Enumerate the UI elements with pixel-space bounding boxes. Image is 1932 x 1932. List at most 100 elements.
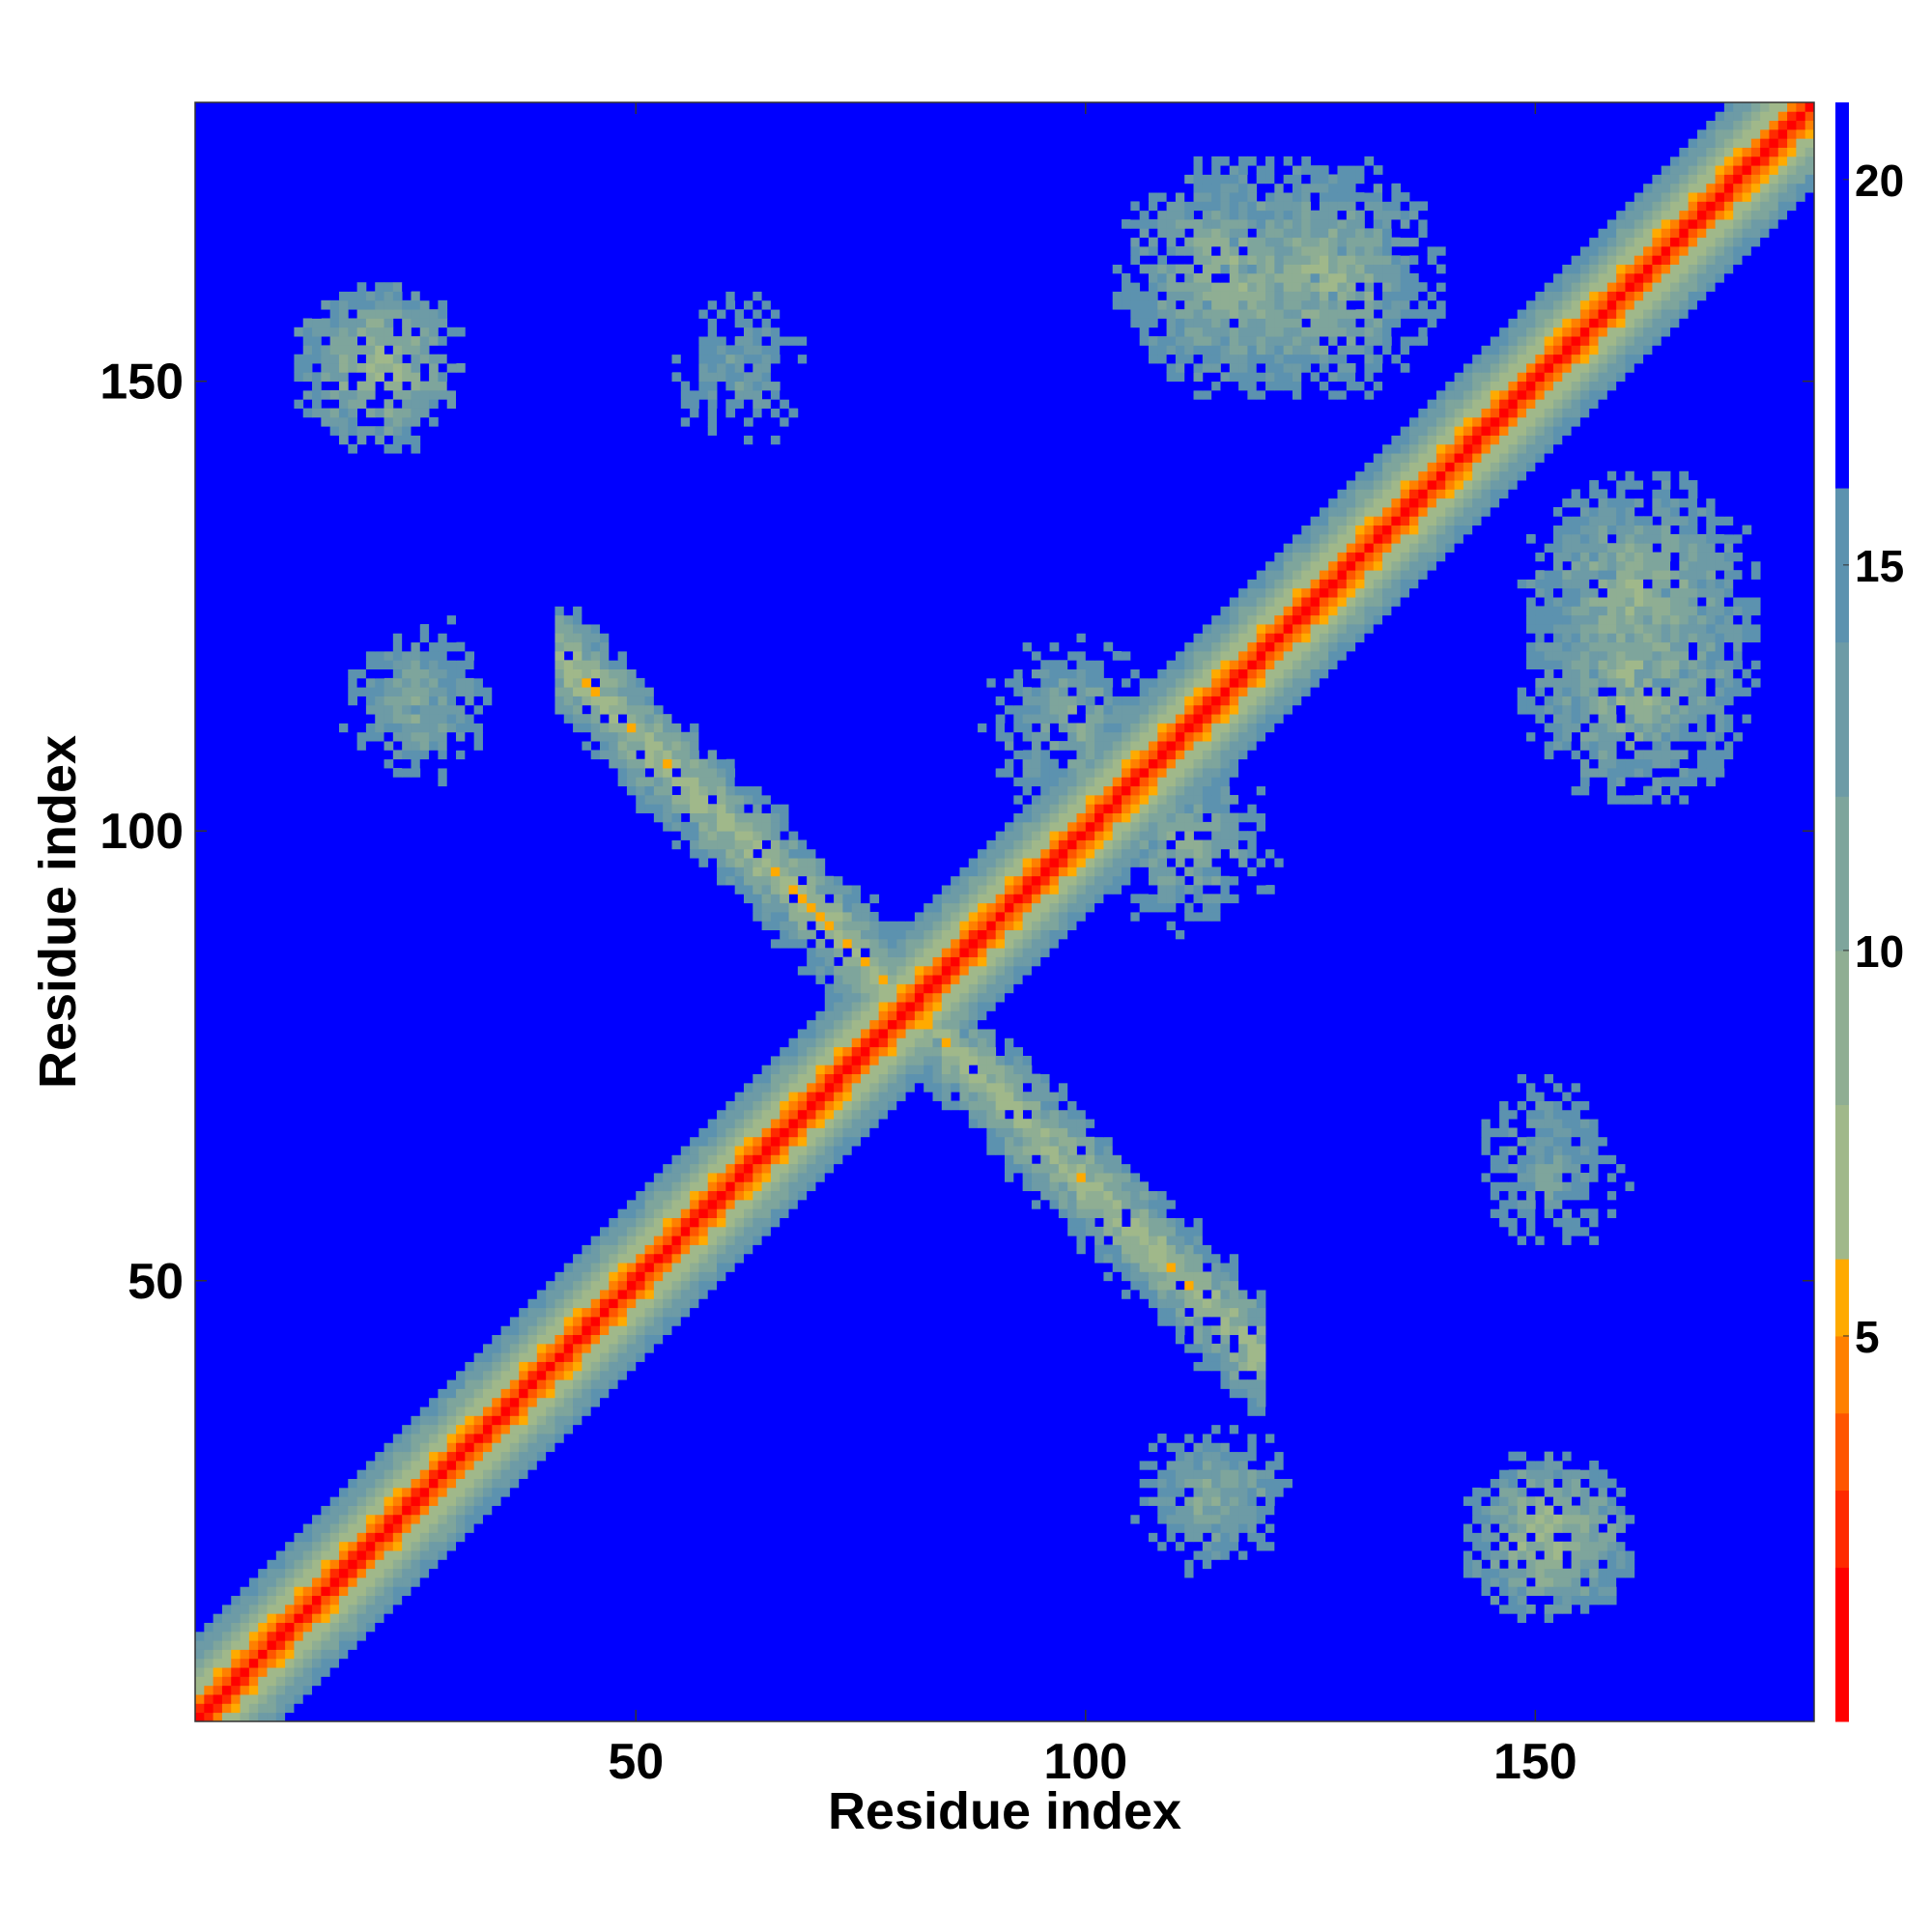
heatmap-cell xyxy=(1058,1217,1068,1228)
heatmap-cell xyxy=(1679,794,1690,805)
heatmap-cell xyxy=(384,1595,394,1605)
heatmap-cell xyxy=(1310,1469,1321,1479)
heatmap-cell xyxy=(1247,1442,1258,1453)
heatmap-cell xyxy=(932,956,943,967)
heatmap-cell xyxy=(302,1694,313,1704)
heatmap-cell xyxy=(609,1253,619,1264)
heatmap-cell xyxy=(1445,1190,1455,1201)
heatmap-cell xyxy=(1220,804,1231,813)
heatmap-cell xyxy=(1616,1496,1626,1506)
heatmap-cell xyxy=(1571,1568,1581,1578)
heatmap-cell xyxy=(1031,938,1041,949)
heatmap-cell xyxy=(978,1055,987,1065)
heatmap-cell xyxy=(1634,1208,1644,1218)
heatmap-cell xyxy=(1148,1271,1158,1282)
heatmap-cell xyxy=(707,867,718,877)
heatmap-cell xyxy=(465,1442,475,1453)
heatmap-cell xyxy=(1499,1478,1509,1489)
heatmap-cell xyxy=(1049,1199,1060,1209)
heatmap-cell xyxy=(1589,1055,1599,1065)
heatmap-cell xyxy=(321,1586,331,1597)
heatmap-cell xyxy=(1175,1550,1185,1560)
heatmap-cell xyxy=(509,1290,520,1299)
heatmap-cell xyxy=(465,1541,475,1551)
heatmap-cell xyxy=(1544,1586,1554,1597)
heatmap-cell xyxy=(923,1092,933,1101)
heatmap-cell xyxy=(456,1460,466,1470)
heatmap-cell xyxy=(1238,831,1248,840)
heatmap-cell xyxy=(797,1199,808,1209)
heatmap-cell xyxy=(500,1415,511,1426)
heatmap-cell xyxy=(492,1415,501,1426)
heatmap-cell xyxy=(321,1514,331,1524)
heatmap-cell xyxy=(1589,1173,1599,1182)
heatmap-cell xyxy=(1094,921,1104,931)
heatmap-cell xyxy=(1229,875,1239,886)
heatmap-cell xyxy=(1076,848,1087,859)
heatmap-cell xyxy=(717,875,726,886)
heatmap-cell xyxy=(321,1685,331,1695)
heatmap-cell xyxy=(671,1217,682,1228)
heatmap-cell xyxy=(968,912,979,922)
heatmap-cell xyxy=(1562,1523,1572,1533)
heatmap-cell xyxy=(717,1092,726,1101)
heatmap-cell xyxy=(402,1406,412,1416)
heatmap-cell xyxy=(1643,1100,1653,1111)
heatmap-cell xyxy=(465,1361,475,1372)
heatmap-cell xyxy=(905,1082,916,1093)
heatmap-cell xyxy=(1571,768,1581,778)
heatmap-cell xyxy=(1157,1217,1167,1228)
heatmap-cell xyxy=(807,1055,816,1065)
heatmap-cell xyxy=(941,1119,952,1128)
heatmap-cell xyxy=(411,1424,421,1435)
heatmap-cell xyxy=(500,1505,511,1516)
heatmap-cell xyxy=(1211,777,1221,787)
heatmap-cell xyxy=(978,1046,987,1057)
heatmap-cell xyxy=(1238,1505,1248,1516)
heatmap-cell xyxy=(1040,1109,1050,1120)
heatmap-cell xyxy=(546,1307,555,1318)
heatmap-cell xyxy=(1031,812,1041,823)
heatmap-cell xyxy=(986,1109,997,1120)
heatmap-cell xyxy=(573,1415,582,1426)
heatmap-cell xyxy=(1058,1236,1068,1245)
heatmap-cell xyxy=(1058,1199,1068,1209)
heatmap-cell xyxy=(1517,1487,1527,1497)
heatmap-cell xyxy=(1076,758,1087,769)
heatmap-cell xyxy=(321,1622,331,1633)
heatmap-cell xyxy=(1292,1478,1302,1489)
heatmap-cell xyxy=(717,1236,726,1245)
heatmap-cell xyxy=(1598,1154,1608,1165)
heatmap-cell xyxy=(978,1154,987,1165)
heatmap-cell xyxy=(1220,885,1231,895)
heatmap-cell xyxy=(995,938,1006,949)
heatmap-cell xyxy=(519,1298,528,1309)
heatmap-cell xyxy=(590,1388,601,1399)
heatmap-cell xyxy=(338,750,349,760)
heatmap-cell xyxy=(473,758,484,769)
heatmap-cell xyxy=(1013,885,1024,895)
heatmap-cell xyxy=(1122,885,1131,895)
heatmap-cell xyxy=(968,894,979,904)
heatmap-cell xyxy=(959,929,970,940)
heatmap-cell xyxy=(626,777,637,787)
heatmap-cell xyxy=(240,1595,250,1605)
heatmap-cell xyxy=(1148,1532,1158,1543)
heatmap-cell xyxy=(465,1514,475,1524)
heatmap-cell xyxy=(563,1370,574,1380)
heatmap-cell xyxy=(978,1109,987,1120)
heatmap-cell xyxy=(1005,894,1014,904)
heatmap-cell xyxy=(1481,1523,1492,1533)
heatmap-cell xyxy=(743,821,753,832)
heatmap-cell xyxy=(375,768,384,778)
heatmap-cell xyxy=(725,1146,736,1155)
heatmap-cell xyxy=(995,1002,1006,1011)
heatmap-cell xyxy=(807,894,816,904)
heatmap-cell xyxy=(590,1361,601,1372)
heatmap-cell xyxy=(365,1496,376,1506)
heatmap-cell xyxy=(1508,1217,1519,1228)
heatmap-cell xyxy=(492,1379,501,1389)
heatmap-cell xyxy=(419,1541,430,1551)
heatmap-cell xyxy=(1579,1514,1590,1524)
heatmap-cell xyxy=(1005,965,1014,976)
